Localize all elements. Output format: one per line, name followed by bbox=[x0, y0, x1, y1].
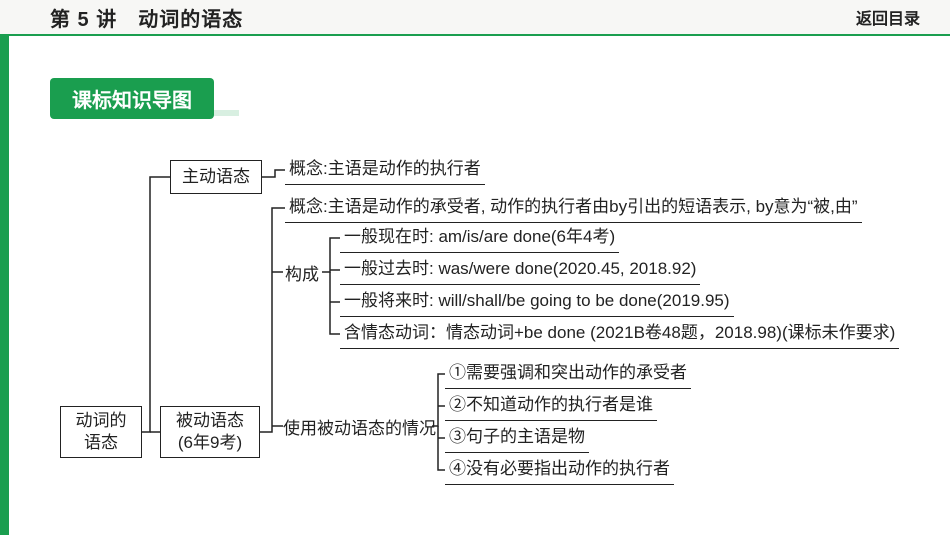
node-active-voice: 主动语态 bbox=[170, 160, 262, 194]
leaf-compose-past: 一般过去时: was/were done(2020.45, 2018.92) bbox=[340, 256, 700, 285]
leaf-use-4: ④没有必要指出动作的执行者 bbox=[445, 456, 674, 485]
leaf-compose-future: 一般将来时: will/shall/be going to be done(20… bbox=[340, 288, 734, 317]
node-passive-voice: 被动语态 (6年9考) bbox=[160, 406, 260, 458]
leaf-use-1: ①需要强调和突出动作的承受者 bbox=[445, 360, 691, 389]
leaf-passive-concept: 概念:主语是动作的承受者, 动作的执行者由by引出的短语表示, by意为“被,由… bbox=[285, 194, 862, 223]
leaf-use-3: ③句子的主语是物 bbox=[445, 424, 589, 453]
section-badge: 课标知识导图 bbox=[50, 78, 214, 119]
leaf-active-concept: 概念:主语是动作的执行者 bbox=[285, 156, 485, 185]
leaf-compose-present: 一般现在时: am/is/are done(6年4考) bbox=[340, 224, 619, 253]
return-toc-link[interactable]: 返回目录 bbox=[856, 5, 920, 29]
lecture-title: 第 5 讲 动词的语态 bbox=[50, 3, 243, 32]
left-accent-bar bbox=[0, 0, 9, 535]
node-compose-label: 构成 bbox=[285, 260, 319, 285]
leaf-use-2: ②不知道动作的执行者是谁 bbox=[445, 392, 657, 421]
page-header: 第 5 讲 动词的语态 返回目录 bbox=[0, 0, 950, 36]
node-use-label: 使用被动语态的情况 bbox=[283, 414, 436, 439]
root-label: 动词的 语态 bbox=[76, 410, 127, 454]
leaf-compose-modal: 含情态动词：情态动词+be done (2021B卷48题，2018.98)(课… bbox=[340, 320, 899, 349]
node-active-label: 主动语态 bbox=[182, 166, 250, 188]
node-passive-label: 被动语态 (6年9考) bbox=[176, 410, 244, 454]
root-node: 动词的 语态 bbox=[60, 406, 142, 458]
